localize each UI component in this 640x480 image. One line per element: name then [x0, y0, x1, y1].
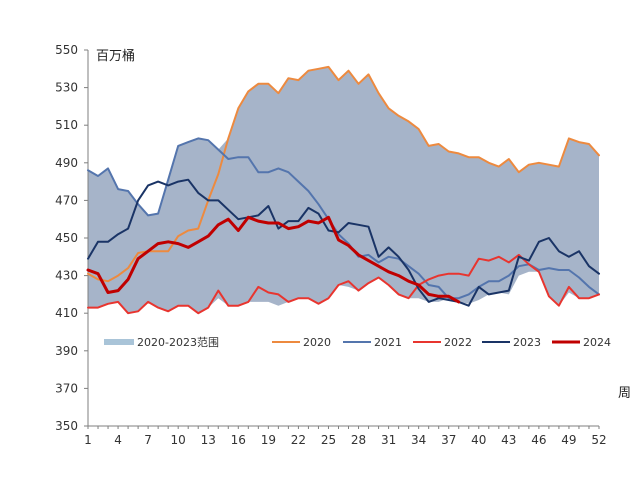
series-line-2022 — [87, 253, 600, 315]
x-tick-label: 25 — [321, 433, 336, 447]
x-tick-label: 49 — [561, 433, 576, 447]
series-layer — [86, 65, 600, 315]
x-tick-label: 7 — [144, 433, 152, 447]
x-axis-unit-label: 周 — [618, 386, 631, 401]
y-tick-label: 510 — [55, 118, 78, 132]
y-tick-label: 390 — [55, 344, 78, 358]
y-tick-label: 530 — [55, 81, 78, 95]
x-tick-label: 1 — [84, 433, 92, 447]
y-tick-label: 430 — [55, 269, 78, 283]
y-tick-label: 410 — [55, 306, 78, 320]
x-tick-label: 52 — [591, 433, 606, 447]
legend-label-2024: 2024 — [583, 336, 611, 349]
y-tick-label: 470 — [55, 193, 78, 207]
series-line-2023 — [87, 178, 600, 307]
x-tick-label: 31 — [381, 433, 396, 447]
legend-label-2022: 2022 — [444, 336, 472, 349]
y-tick-label: 370 — [55, 381, 78, 395]
x-tick-label: 43 — [501, 433, 516, 447]
legend-swatch-range — [104, 339, 134, 345]
x-tick-label: 28 — [351, 433, 366, 447]
x-tick-label: 16 — [231, 433, 246, 447]
range-band-area — [88, 66, 599, 314]
legend: 2020-2023范围 2020 2021 2022 2023 2024 — [104, 335, 611, 349]
x-tick-label: 34 — [411, 433, 426, 447]
x-tick-label: 19 — [261, 433, 276, 447]
legend-label-2020: 2020 — [303, 336, 331, 349]
x-tick-label: 10 — [171, 433, 186, 447]
x-tick-label: 46 — [531, 433, 546, 447]
x-tick-label: 37 — [441, 433, 456, 447]
y-tick-label: 350 — [55, 419, 78, 433]
y-tick-label: 490 — [55, 156, 78, 170]
legend-label-2023: 2023 — [513, 336, 541, 349]
x-tick-label: 22 — [291, 433, 306, 447]
axes-layer: 350 370 390 410 430 450 470 490 510 530 550 1 4 7 10 13… — [55, 43, 607, 447]
range-band-layer — [88, 66, 599, 314]
legend-label-range: 2020-2023范围 — [137, 335, 219, 349]
y-axis-unit-label: 百万桶 — [96, 49, 135, 64]
series-line-2024 — [86, 215, 461, 304]
x-tick-label: 40 — [471, 433, 486, 447]
y-tick-label: 550 — [55, 43, 78, 57]
y-tick-label: 450 — [55, 231, 78, 245]
x-tick-label: 13 — [201, 433, 216, 447]
legend-label-2021: 2021 — [374, 336, 402, 349]
x-tick-label: 4 — [114, 433, 122, 447]
